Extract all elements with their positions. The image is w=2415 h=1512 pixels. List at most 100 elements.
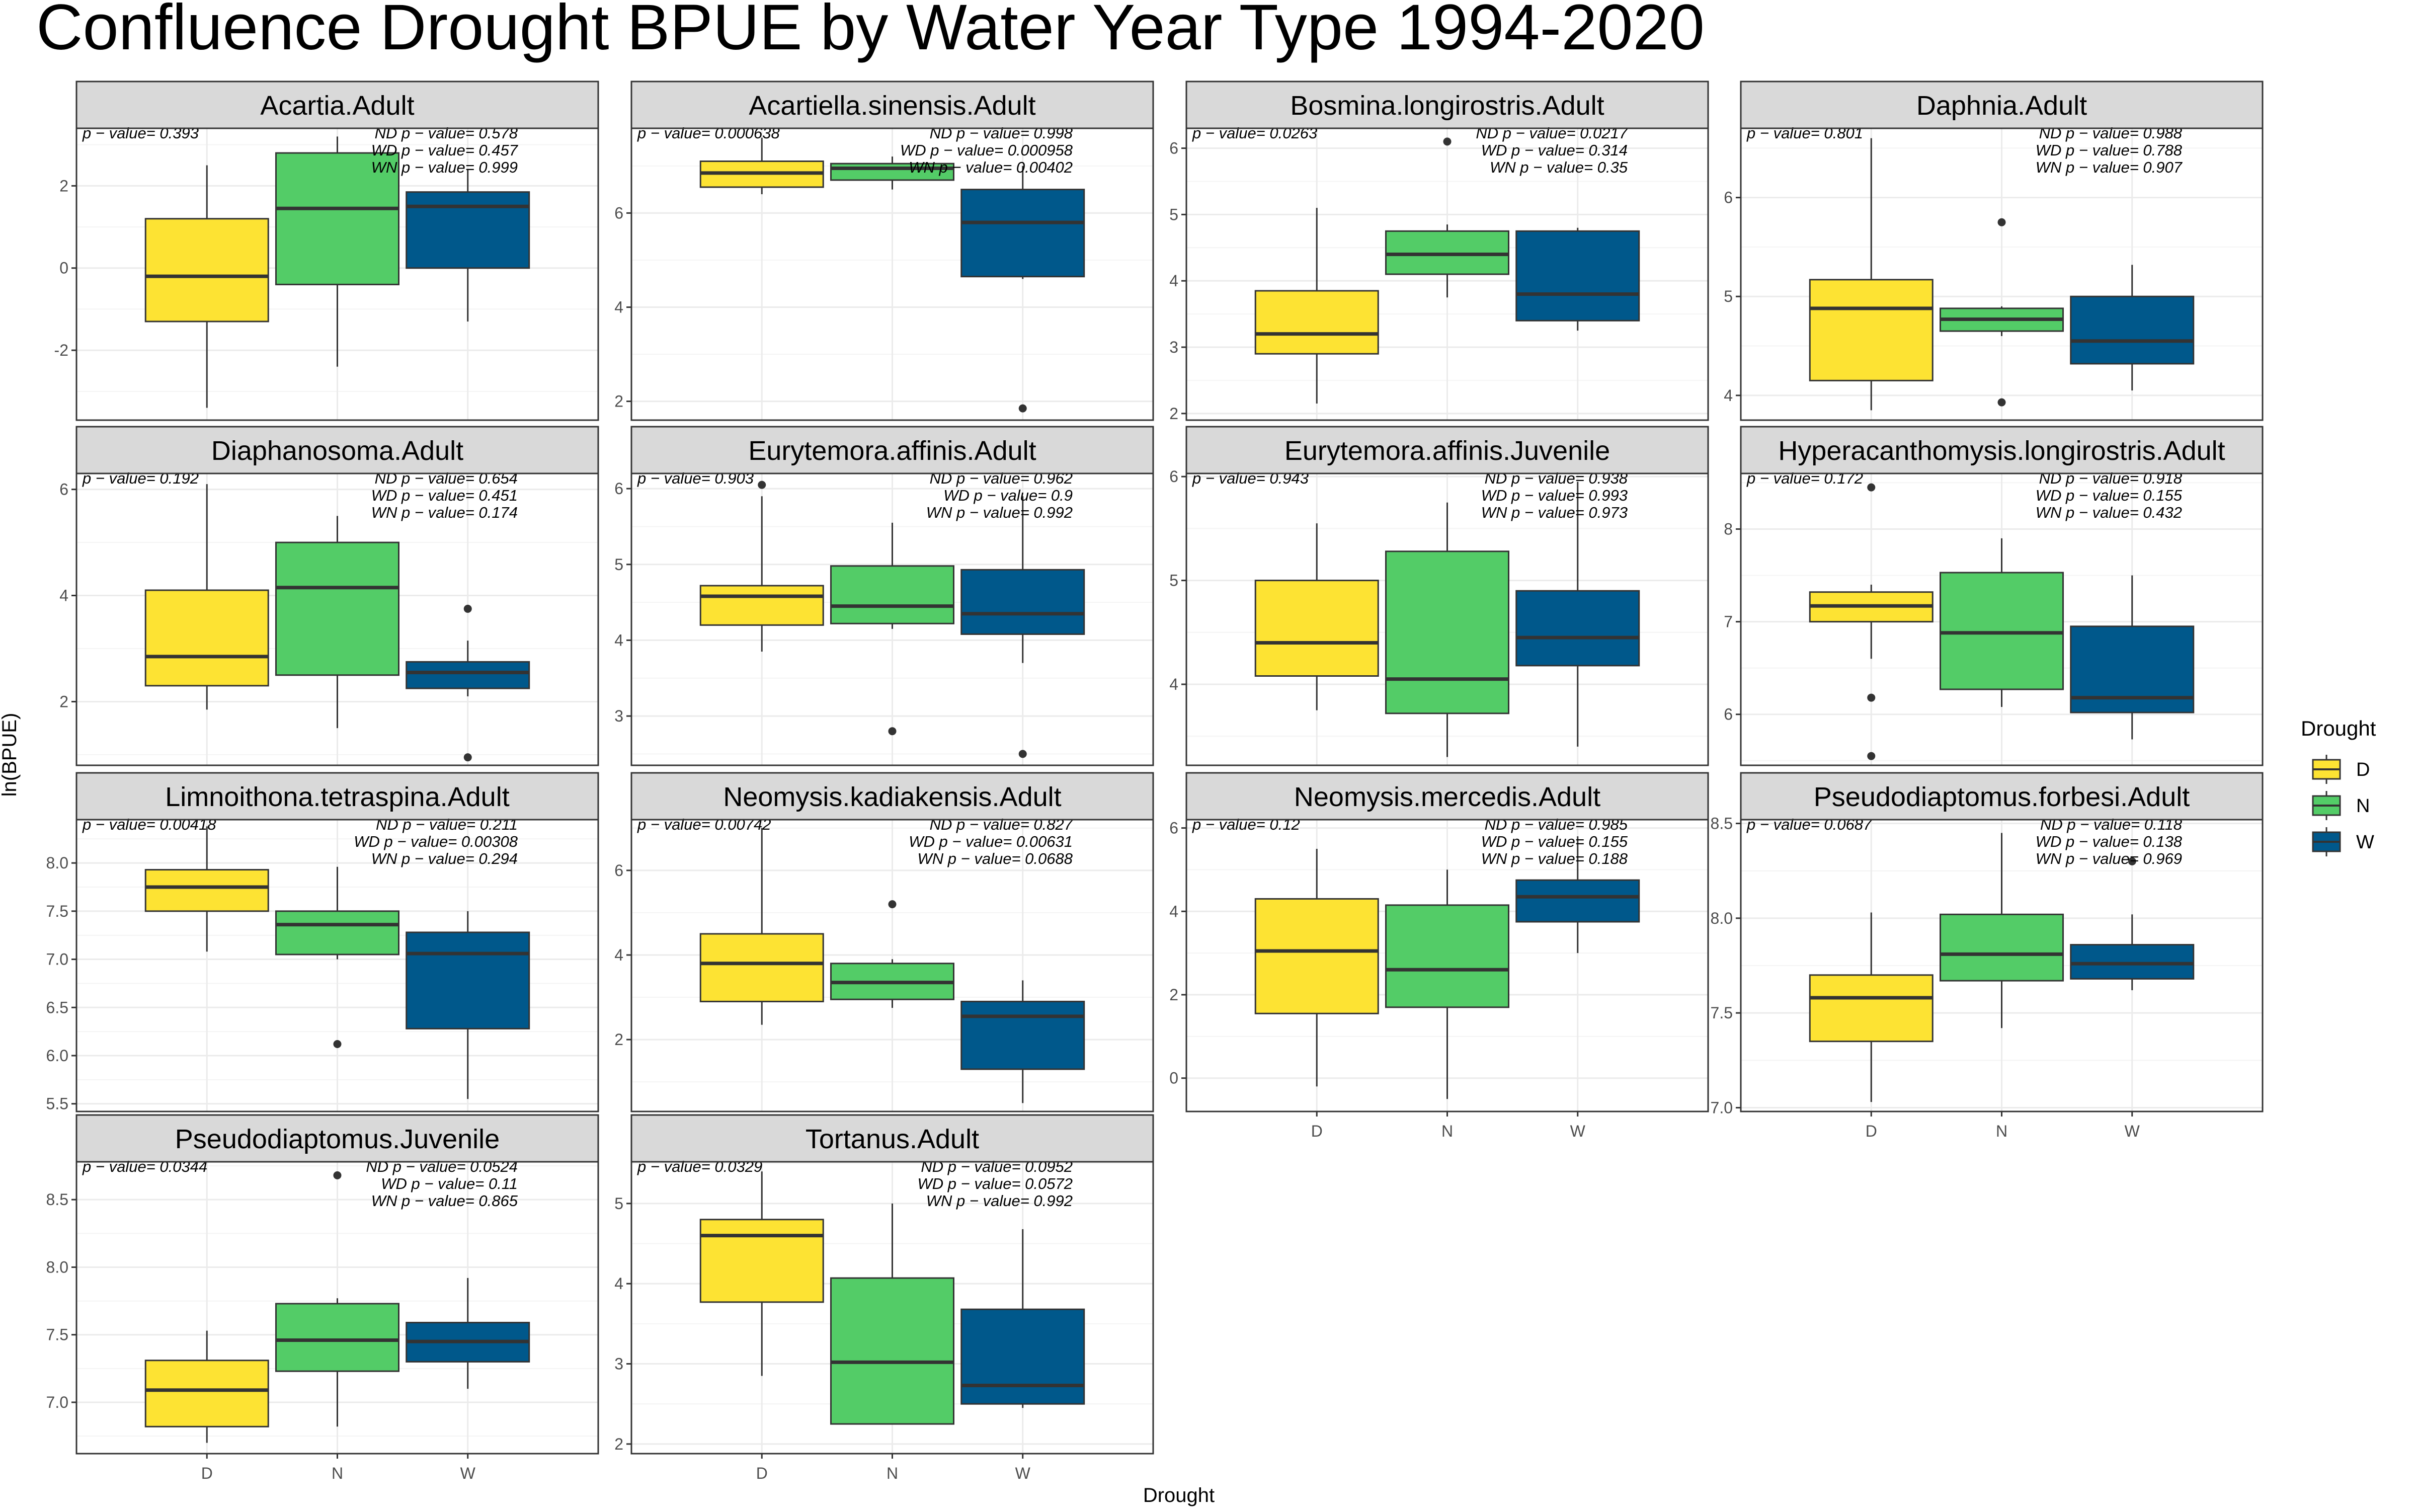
pairwise-p-value: WN p − value= 0.969 <box>2036 850 2182 867</box>
outlier-point <box>333 1040 342 1049</box>
y-tick-label: 4 <box>614 298 623 316</box>
legend: Drought DNW <box>2301 717 2376 856</box>
x-tick-label: D <box>756 1464 768 1482</box>
y-tick-label: 7.0 <box>1711 1098 1733 1117</box>
box-limnoithona-tetraspina-adult-d <box>144 826 269 952</box>
panel-border <box>1740 472 2264 766</box>
outlier-point <box>1867 483 1876 492</box>
facet-strip-label: Tortanus.Adult <box>806 1124 979 1154</box>
legend-item-n: N <box>2312 791 2370 820</box>
box-limnoithona-tetraspina-adult-w <box>406 911 530 1099</box>
p-value-annotation: p − value= 0.192 <box>82 469 199 487</box>
box-body <box>699 933 824 1002</box>
box-acartia-adult-d <box>144 165 269 408</box>
pairwise-p-value: ND p − value= 0.962 <box>930 469 1073 487</box>
legend-label: D <box>2356 759 2370 780</box>
box-bosmina-longirostris-adult-n <box>1385 137 1509 298</box>
facet-strip-label: Pseudodiaptomus.forbesi.Adult <box>1814 782 2190 812</box>
y-tick-label: 4 <box>614 631 623 649</box>
x-tick-label: N <box>887 1464 898 1482</box>
y-tick-label: 8 <box>1724 520 1733 538</box>
y-tick-label: 8.0 <box>1711 909 1733 927</box>
outlier-point <box>758 481 766 489</box>
box-daphnia-adult-d <box>1809 138 1934 411</box>
y-tick-label: 7.5 <box>46 902 68 920</box>
box-tortanus-adult-w <box>960 1229 1085 1408</box>
y-tick-label: 4 <box>1169 675 1178 693</box>
outlier-point <box>1867 693 1876 702</box>
pairwise-p-value: WD p − value= 0.000958 <box>900 141 1073 159</box>
y-tick-label: 3 <box>1169 338 1178 356</box>
box-diaphanosoma-adult-d <box>144 484 269 710</box>
box-body <box>699 585 824 626</box>
pairwise-p-value: ND p − value= 0.938 <box>1485 469 1628 487</box>
panel-border <box>75 127 599 421</box>
box-eurytemora-affinis-adult-d <box>699 481 824 652</box>
box-pseudodiaptomus-juvenile-w <box>406 1278 530 1389</box>
legend-item-d: D <box>2312 755 2370 784</box>
box-body <box>2070 625 2195 713</box>
box-daphnia-adult-w <box>2070 265 2195 391</box>
box-body <box>960 1308 1085 1405</box>
p-value-annotation: p − value= 0.12 <box>1192 816 1300 833</box>
y-tick-label: 0 <box>59 259 68 277</box>
y-tick-label: 7.5 <box>1711 1004 1733 1022</box>
outlier-point <box>1997 398 2006 407</box>
box-body <box>830 163 954 181</box>
facet-strip <box>630 81 1154 129</box>
outlier-point <box>463 753 472 762</box>
y-tick-label: 2 <box>614 1435 623 1453</box>
outlier-point <box>888 727 897 736</box>
legend-label: W <box>2356 832 2374 853</box>
pairwise-p-value: WD p − value= 0.155 <box>2036 487 2183 504</box>
y-tick-label: 5 <box>614 555 623 574</box>
y-tick-label: 5.5 <box>46 1095 68 1113</box>
panel-tortanus-adult: Tortanus.Adult 2 3 4 5 p − value= 0.0329 ND p … <box>614 1114 1154 1482</box>
panel-pseudodiaptomus-forbesi-adult: Pseudodiaptomus.forbesi.Adult 7.0 7.5 8.0 8.… <box>1711 772 2264 1140</box>
pairwise-p-value: WD p − value= 0.00631 <box>909 833 1073 850</box>
box-body <box>406 191 530 269</box>
box-hyperacanthomysis-longirostris-adult-w <box>2070 575 2195 740</box>
x-tick-label: N <box>332 1464 343 1482</box>
facet-strip-label: Eurytemora.affinis.Adult <box>748 436 1036 466</box>
box-pseudodiaptomus-forbesi-adult-n <box>1940 833 2064 1028</box>
panel-diaphanosoma-adult: Diaphanosoma.Adult 2 4 6 p − value= 0.192 ND … <box>59 426 599 766</box>
facet-strip-label: Hyperacanthomysis.longirostris.Adult <box>1778 436 2225 466</box>
x-tick-label: N <box>1996 1122 2007 1140</box>
chart-title: Confluence Drought BPUE by Water Year Ty… <box>36 0 1705 63</box>
panel-neomysis-mercedis-adult: Neomysis.mercedis.Adult 0 2 4 6 p − value= 0.… <box>1169 772 1709 1140</box>
box-diaphanosoma-adult-w <box>406 604 530 762</box>
box-body <box>960 189 1085 278</box>
p-value-annotation: p − value= 0.0344 <box>82 1158 207 1175</box>
pairwise-p-value: WD p − value= 0.155 <box>1481 833 1628 850</box>
facet-strip <box>75 1114 599 1163</box>
y-tick-label: 2 <box>1169 986 1178 1004</box>
y-tick-label: 4 <box>59 587 68 605</box>
box-eurytemora-affinis-adult-w <box>960 496 1085 758</box>
y-tick-label: 6 <box>1169 819 1178 837</box>
box-body <box>1940 913 2064 982</box>
outlier-point <box>463 604 472 613</box>
box-tortanus-adult-d <box>699 1171 824 1376</box>
p-value-annotation: p − value= 0.00742 <box>637 816 771 833</box>
facet-strip <box>1185 772 1709 821</box>
y-tick-label: 4 <box>1169 272 1178 290</box>
pairwise-p-value: ND p − value= 0.211 <box>376 816 518 833</box>
y-tick-label: 6 <box>614 204 623 222</box>
pairwise-p-value: WN p − value= 0.0688 <box>918 850 1073 867</box>
y-axis-label: ln(BPUE) <box>0 713 21 797</box>
y-tick-label: 8.0 <box>46 1258 68 1276</box>
pairwise-p-value: WD p − value= 0.993 <box>1481 487 1628 504</box>
pairwise-p-value: WN p − value= 0.432 <box>2036 504 2182 521</box>
panel-border <box>1740 127 2264 421</box>
facet-strip-label: Limnoithona.tetraspina.Adult <box>165 782 509 812</box>
pairwise-p-value: WN p − value= 0.174 <box>371 504 518 521</box>
pairwise-p-value: ND p − value= 0.0952 <box>921 1158 1073 1175</box>
box-body <box>1940 572 2064 690</box>
pairwise-p-value: ND p − value= 0.0524 <box>366 1158 518 1175</box>
box-hyperacanthomysis-longirostris-adult-d <box>1809 483 1934 760</box>
facet-strip <box>1185 81 1709 129</box>
